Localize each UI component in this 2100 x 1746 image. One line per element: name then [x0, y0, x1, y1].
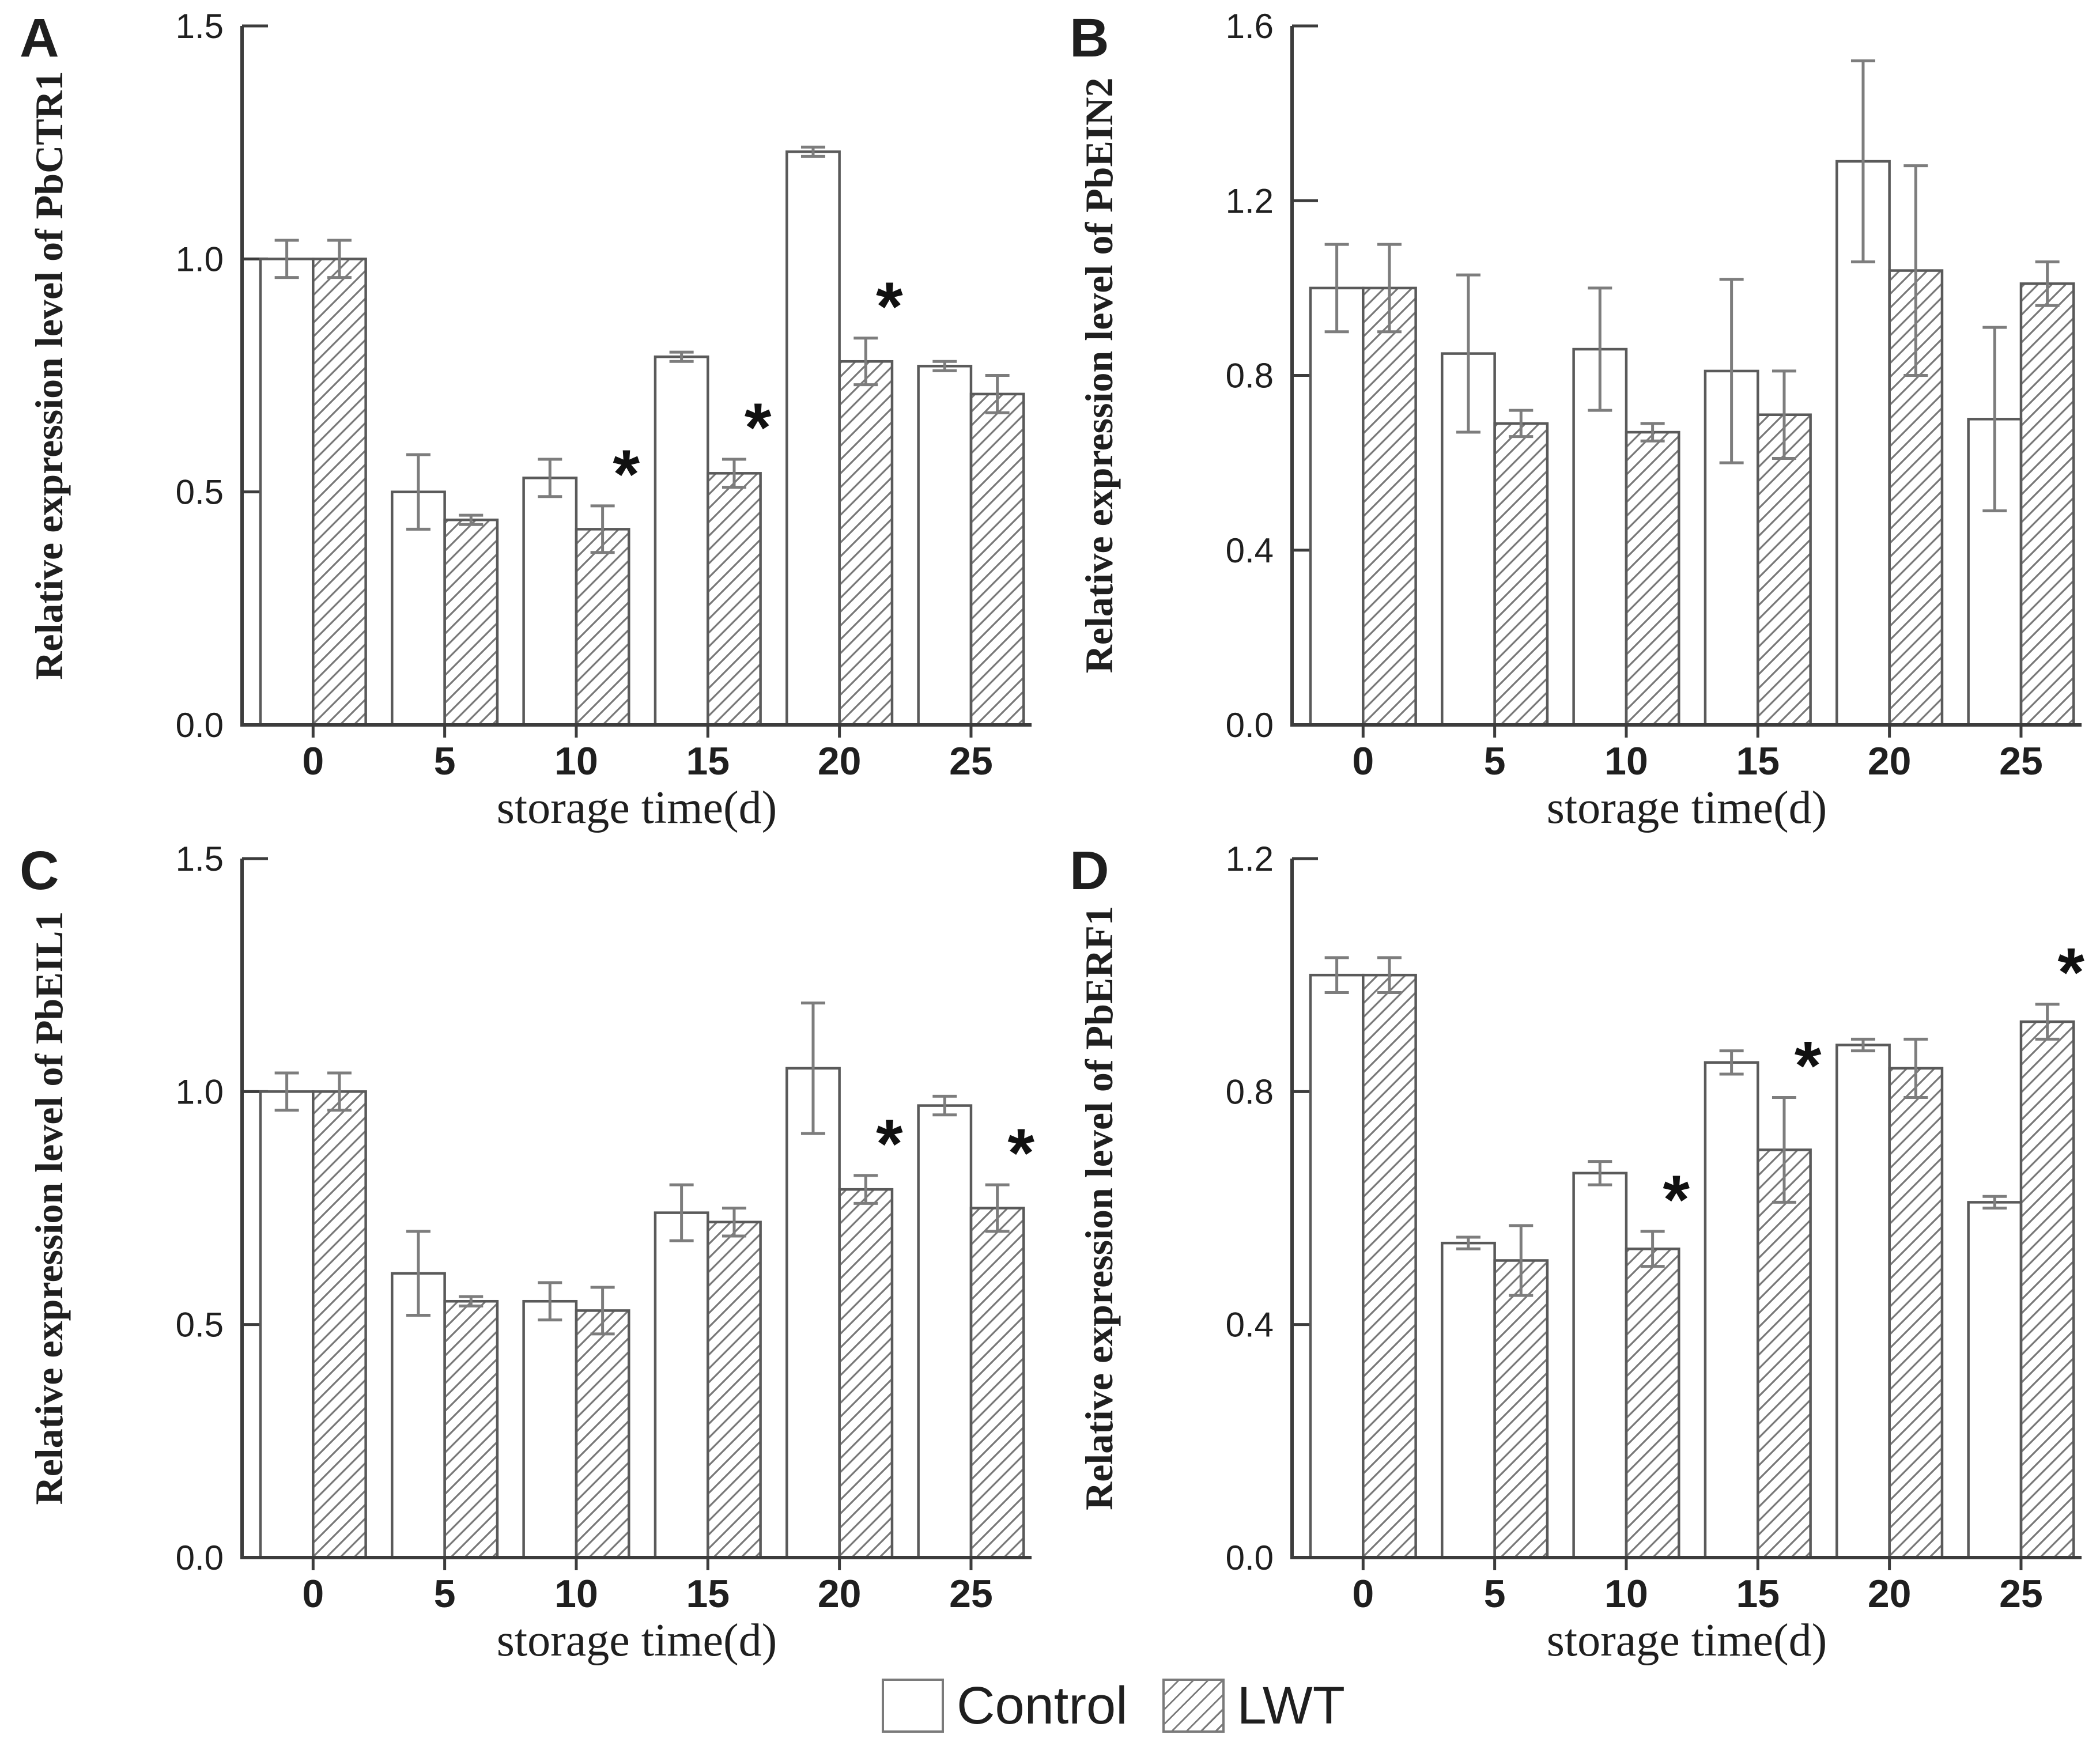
svg-text:0.4: 0.4	[1226, 1306, 1274, 1344]
chart-PbEIN2: 0.0 0.4 0.8 1.2 1.6 0 5 10 15 20 25 B Relative expre…	[1070, 7, 2082, 833]
svg-text:1.0: 1.0	[176, 1072, 224, 1111]
svg-text:0.5: 0.5	[176, 473, 224, 512]
panel-A: 0.0 0.5 1.0 1.5 0 5 10 15 20 25 * * * A Relative expre…	[0, 0, 1050, 833]
svg-text:15: 15	[1736, 739, 1780, 783]
panel-C: 0.0 0.5 1.0 1.5 0 5 10 15 20 25 * * C Relative expres…	[0, 833, 1050, 1665]
svg-text:*: *	[1663, 1161, 1690, 1238]
svg-text:0: 0	[302, 1572, 324, 1616]
legend-label-lwt: LWT	[1237, 1676, 1345, 1735]
svg-text:A: A	[20, 7, 59, 69]
chart-PbEIL1: 0.0 0.5 1.0 1.5 0 5 10 15 20 25 * * C Relative expres…	[20, 840, 1034, 1665]
svg-text:1.0: 1.0	[176, 240, 224, 278]
svg-text:*: *	[1795, 1027, 1822, 1104]
svg-text:B: B	[1070, 7, 1109, 69]
svg-text:D: D	[1070, 840, 1109, 901]
svg-text:*: *	[876, 268, 903, 345]
svg-text:1.2: 1.2	[1226, 840, 1274, 878]
legend-label-control: Control	[957, 1676, 1128, 1735]
svg-text:0.0: 0.0	[176, 1539, 224, 1577]
svg-text:1.2: 1.2	[1226, 182, 1274, 220]
svg-text:0: 0	[1352, 739, 1374, 783]
svg-text:0.8: 0.8	[1226, 357, 1274, 395]
svg-text:20: 20	[818, 739, 862, 783]
svg-text:15: 15	[686, 1572, 730, 1616]
svg-text:storage time(d): storage time(d)	[497, 1615, 777, 1665]
svg-text:10: 10	[1604, 739, 1648, 783]
svg-text:0: 0	[1352, 1572, 1374, 1616]
svg-text:25: 25	[1999, 739, 2043, 783]
svg-text:15: 15	[1736, 1572, 1780, 1616]
svg-text:20: 20	[1868, 1572, 1912, 1616]
svg-text:Relative expression level of P: Relative expression level of PbERF1	[1077, 906, 1121, 1510]
svg-text:1.6: 1.6	[1226, 7, 1274, 46]
svg-text:5: 5	[1484, 1572, 1506, 1616]
legend-swatch-control	[882, 1679, 945, 1733]
svg-text:15: 15	[686, 739, 730, 783]
svg-text:5: 5	[434, 1572, 456, 1616]
chart-PbERF1: 0.0 0.4 0.8 1.2 0 5 10 15 20 25 * * * D Relative expre…	[1070, 840, 2084, 1665]
svg-text:Relative expression level of P: Relative expression level of PbEIL1	[27, 912, 71, 1505]
svg-text:*: *	[2057, 934, 2084, 1011]
svg-text:10: 10	[1604, 1572, 1648, 1616]
svg-text:10: 10	[554, 739, 598, 783]
svg-text:storage time(d): storage time(d)	[497, 783, 777, 833]
svg-text:*: *	[1007, 1114, 1034, 1192]
svg-text:1.5: 1.5	[176, 7, 224, 46]
legend-swatch-lwt	[1162, 1679, 1225, 1733]
svg-text:1.5: 1.5	[176, 840, 224, 878]
legend: Control LWT	[63, 1665, 2100, 1746]
svg-text:20: 20	[1868, 739, 1912, 783]
svg-text:storage time(d): storage time(d)	[1547, 783, 1827, 833]
svg-text:0.8: 0.8	[1226, 1072, 1274, 1111]
panel-D: 0.0 0.4 0.8 1.2 0 5 10 15 20 25 * * * D Relative expre…	[1050, 833, 2100, 1665]
svg-text:C: C	[20, 840, 59, 901]
svg-text:25: 25	[1999, 1572, 2043, 1616]
svg-text:25: 25	[949, 739, 993, 783]
svg-text:0: 0	[302, 739, 324, 783]
svg-text:5: 5	[434, 739, 456, 783]
svg-text:5: 5	[1484, 739, 1506, 783]
svg-text:25: 25	[949, 1572, 993, 1616]
svg-text:*: *	[745, 389, 772, 466]
panel-grid: 0.0 0.5 1.0 1.5 0 5 10 15 20 25 * * * A Relative expre…	[0, 0, 2100, 1665]
svg-text:0.0: 0.0	[1226, 706, 1274, 744]
svg-text:*: *	[876, 1105, 903, 1182]
panel-B: 0.0 0.4 0.8 1.2 1.6 0 5 10 15 20 25 B Relative expre…	[1050, 0, 2100, 833]
svg-text:*: *	[613, 436, 640, 513]
svg-text:0.0: 0.0	[176, 706, 224, 744]
svg-text:storage time(d): storage time(d)	[1547, 1615, 1827, 1665]
svg-text:0.4: 0.4	[1226, 531, 1274, 570]
svg-text:0.5: 0.5	[176, 1306, 224, 1344]
svg-text:20: 20	[818, 1572, 862, 1616]
svg-text:10: 10	[554, 1572, 598, 1616]
svg-text:0.0: 0.0	[1226, 1539, 1274, 1577]
svg-text:Relative expression level of P: Relative expression level of PbEIN2	[1077, 78, 1121, 674]
svg-text:Relative expression level of P: Relative expression level of PbCTR1	[27, 71, 71, 679]
